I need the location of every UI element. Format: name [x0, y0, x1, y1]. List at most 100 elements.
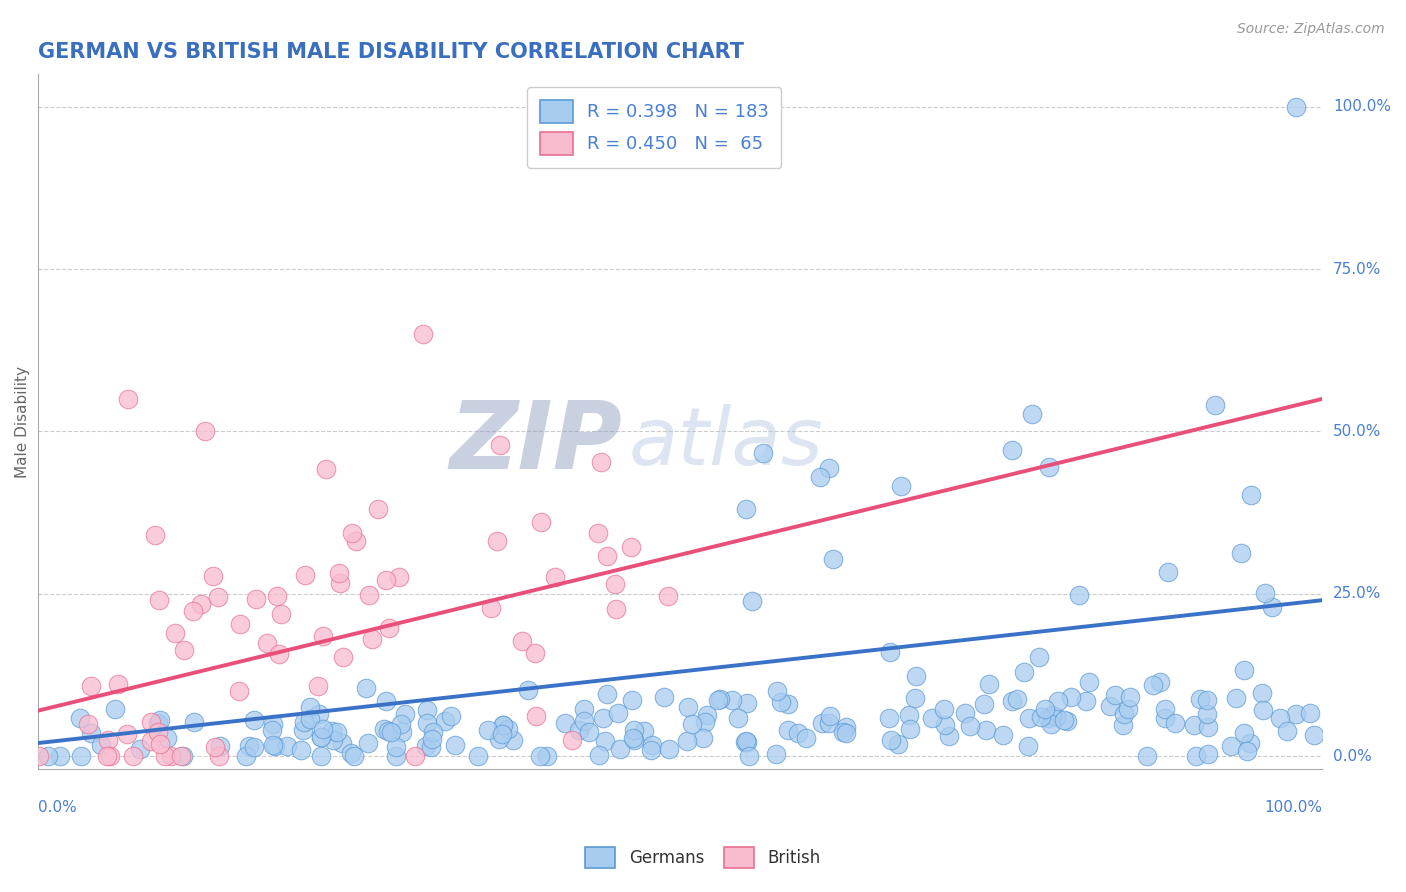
Point — [1299, 706, 1322, 721]
Text: 100.0%: 100.0% — [1333, 99, 1391, 114]
Point — [128, 742, 150, 756]
Point — [389, 716, 412, 731]
Point — [262, 717, 284, 731]
Point — [330, 736, 353, 750]
Point — [678, 700, 700, 714]
Point — [810, 715, 832, 730]
Point — [898, 722, 921, 736]
Point — [329, 576, 352, 591]
Point — [172, 749, 194, 764]
Point — [1078, 675, 1101, 690]
Point — [498, 722, 520, 736]
Point — [207, 749, 229, 764]
Point — [276, 739, 298, 754]
Point — [977, 677, 1000, 691]
Point — [256, 635, 278, 649]
Point — [765, 747, 787, 761]
Point — [1251, 703, 1274, 717]
Point — [973, 698, 995, 712]
Point — [149, 737, 172, 751]
Point — [623, 733, 645, 747]
Point — [1164, 716, 1187, 731]
Point — [326, 725, 349, 739]
Point — [818, 715, 841, 730]
Point — [488, 732, 510, 747]
Point — [90, 738, 112, 752]
Point — [37, 749, 59, 764]
Text: GERMAN VS BRITISH MALE DISABILITY CORRELATION CHART: GERMAN VS BRITISH MALE DISABILITY CORREL… — [38, 42, 744, 62]
Point — [238, 739, 260, 753]
Point — [530, 515, 553, 529]
Point — [117, 392, 139, 406]
Point — [340, 746, 363, 760]
Point — [1060, 690, 1083, 705]
Point — [1189, 691, 1212, 706]
Point — [938, 729, 960, 743]
Point — [1038, 711, 1060, 725]
Point — [321, 724, 343, 739]
Point — [934, 718, 956, 732]
Point — [976, 723, 998, 737]
Point — [332, 650, 354, 665]
Point — [290, 743, 312, 757]
Point — [354, 681, 377, 696]
Point — [202, 569, 225, 583]
Point — [1153, 702, 1175, 716]
Legend: Germans, British: Germans, British — [579, 840, 827, 875]
Point — [298, 700, 321, 714]
Point — [156, 731, 179, 746]
Point — [877, 711, 900, 725]
Point — [818, 460, 841, 475]
Point — [165, 626, 187, 640]
Point — [361, 632, 384, 646]
Point — [1197, 707, 1219, 722]
Point — [49, 749, 72, 764]
Point — [568, 723, 591, 737]
Point — [139, 715, 162, 730]
Point — [387, 570, 409, 584]
Point — [751, 446, 773, 460]
Point — [709, 691, 731, 706]
Point — [654, 690, 676, 704]
Point — [657, 589, 679, 603]
Point — [173, 643, 195, 657]
Point — [1251, 686, 1274, 700]
Point — [588, 747, 610, 762]
Text: Source: ZipAtlas.com: Source: ZipAtlas.com — [1237, 22, 1385, 37]
Point — [148, 593, 170, 607]
Point — [676, 734, 699, 748]
Point — [1031, 710, 1053, 724]
Point — [741, 593, 763, 607]
Point — [294, 568, 316, 582]
Point — [434, 714, 457, 728]
Point — [209, 739, 232, 753]
Point — [1275, 723, 1298, 738]
Point — [589, 454, 612, 468]
Point — [1157, 566, 1180, 580]
Point — [1053, 713, 1076, 727]
Point — [373, 722, 395, 736]
Point — [1220, 739, 1243, 754]
Point — [734, 735, 756, 749]
Point — [737, 735, 759, 749]
Point — [143, 528, 166, 542]
Point — [228, 683, 250, 698]
Point — [1047, 694, 1070, 708]
Point — [262, 739, 284, 753]
Point — [204, 740, 226, 755]
Point — [155, 749, 177, 764]
Point — [1104, 688, 1126, 702]
Text: 0.0%: 0.0% — [1333, 748, 1372, 764]
Point — [787, 726, 810, 740]
Point — [420, 731, 443, 746]
Point — [1000, 693, 1022, 707]
Point — [377, 723, 399, 738]
Point — [328, 566, 350, 581]
Point — [77, 717, 100, 731]
Point — [904, 691, 927, 706]
Point — [183, 714, 205, 729]
Point — [834, 726, 856, 740]
Point — [1195, 693, 1218, 707]
Point — [905, 668, 928, 682]
Point — [374, 573, 396, 587]
